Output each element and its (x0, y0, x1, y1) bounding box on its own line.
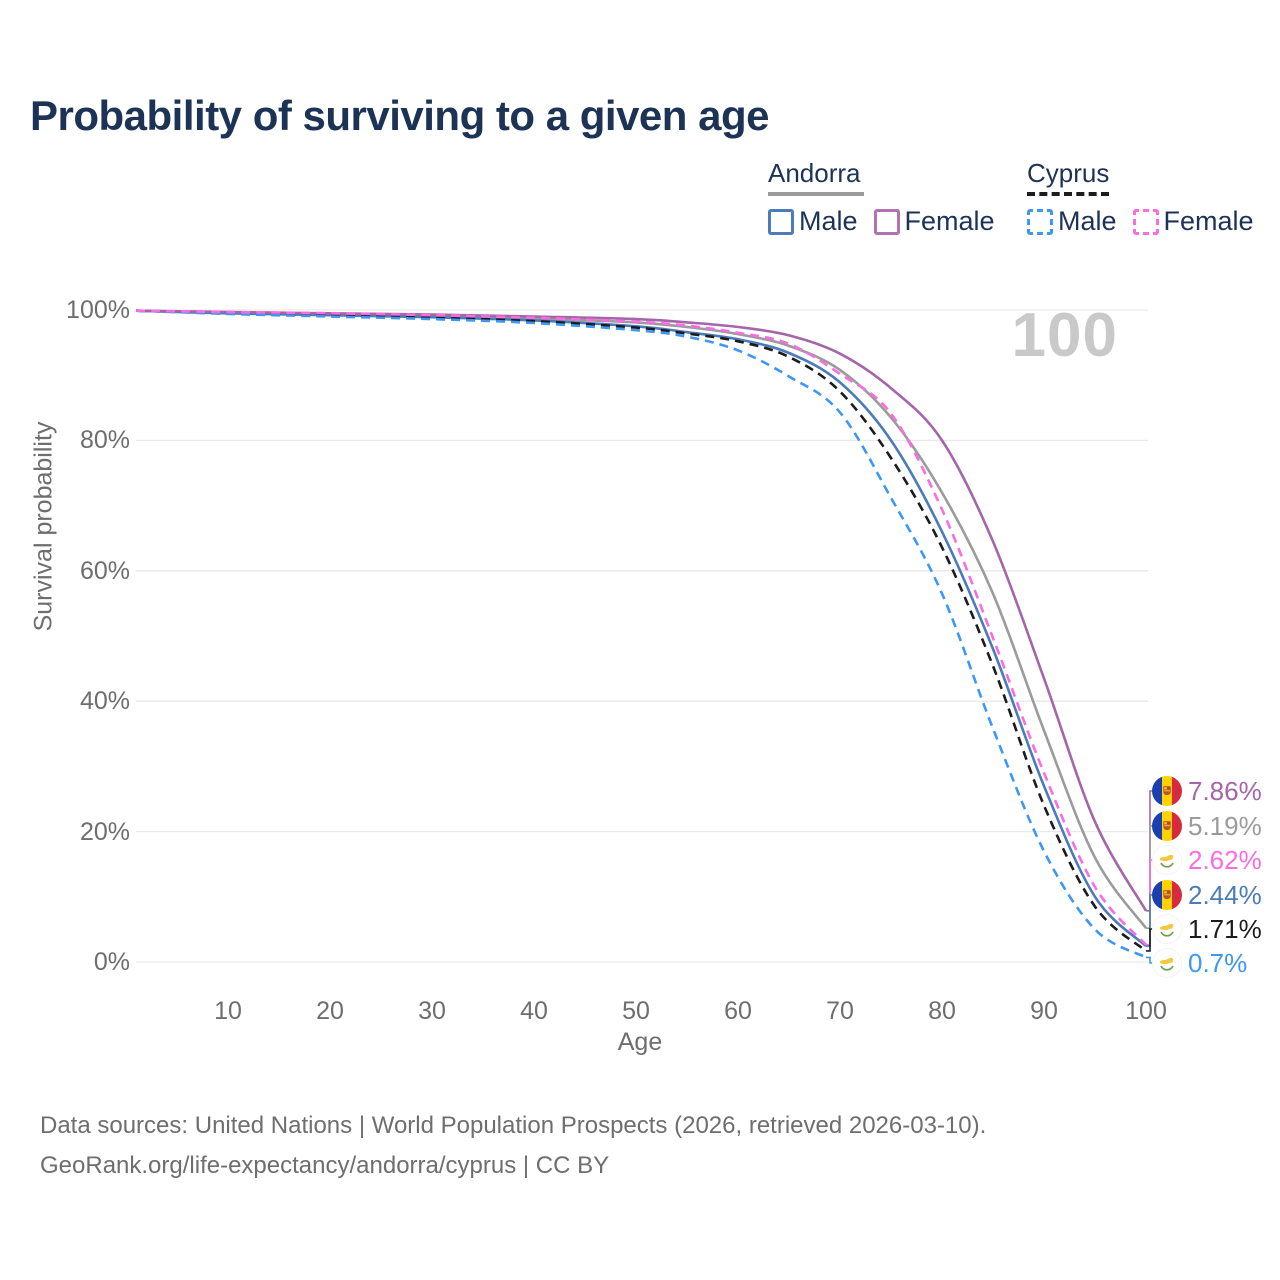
x-tick-label: 30 (418, 997, 446, 1025)
legend-swatch-andorra-female (873, 208, 900, 235)
legend-item-label: Female (1163, 206, 1254, 236)
end-label-value: 5.19% (1188, 810, 1262, 841)
x-tick-label: 20 (316, 997, 344, 1025)
curve-andorra-female[interactable] (136, 309, 1148, 912)
end-label-cyprus-male[interactable]: 0.7% (1152, 947, 1247, 979)
end-label-cyprus-female[interactable]: 2.62% (1152, 844, 1262, 876)
curve-cyprus-female[interactable] (136, 309, 1147, 946)
y-tick-label: 60% (79, 556, 130, 585)
curve-cyprus-male[interactable] (136, 309, 1147, 959)
x-tick-label: 90 (1030, 997, 1058, 1025)
cyprus-flag-icon (1152, 914, 1182, 944)
x-tick-label: 60 (724, 997, 752, 1025)
footer-url-line: GeoRank.org/life-expectancy/andorra/cypr… (40, 1152, 610, 1179)
end-label-value: 2.44% (1188, 879, 1262, 910)
x-tick-label: 80 (928, 997, 956, 1025)
y-axis-title: Survival probability (29, 421, 58, 632)
andorra-flag-icon (1152, 776, 1182, 806)
x-tick-label: 10 (214, 997, 242, 1025)
legend-country-label-cyprus: Cyprus (1027, 158, 1110, 188)
age-watermark: 100 (1011, 301, 1118, 370)
legend-swatch-cyprus-female (1132, 208, 1159, 235)
legend-item-andorra-female[interactable]: Female (873, 206, 995, 237)
end-label-andorra-male[interactable]: 2.44% (1152, 879, 1262, 911)
legend-item-cyprus-female[interactable]: Female (1132, 206, 1254, 237)
legend-group-cyprus: Cyprus Male Female (1027, 160, 1254, 237)
end-label-cyprus-total[interactable]: 1.71% (1152, 913, 1262, 945)
y-tick-label: 20% (79, 817, 130, 846)
x-tick-label: 100 (1125, 997, 1167, 1025)
end-label-value: 1.71% (1188, 913, 1262, 944)
andorra-flag-icon (1152, 811, 1182, 841)
cyprus-flag-icon (1152, 948, 1182, 978)
legend-swatch-cyprus-male (1027, 208, 1053, 235)
legend-item-label: Female (904, 206, 995, 236)
legend-item-cyprus-male[interactable]: Male (1027, 206, 1117, 237)
legend-country-label-andorra: Andorra (768, 158, 861, 188)
x-tick-label: 40 (520, 997, 548, 1025)
y-tick-label: 100% (66, 296, 130, 324)
curve-andorra-male[interactable] (136, 309, 1147, 948)
end-label-value: 2.62% (1188, 844, 1262, 875)
footer: Data sources: United Nations | World Pop… (40, 1106, 986, 1186)
legend-swatch-andorra-male (768, 208, 794, 235)
legend-group-andorra: Andorra Male Female (768, 160, 995, 237)
end-label-value: 0.7% (1188, 947, 1248, 978)
y-tick-label: 0% (93, 948, 130, 976)
legend-item-andorra-male[interactable]: Male (768, 206, 858, 237)
legend-item-label: Male (1058, 206, 1117, 236)
end-label-andorra-total[interactable]: 5.19% (1152, 810, 1262, 842)
x-axis-title: Age (617, 1028, 663, 1056)
legend-underline-cyprus-dashed (1027, 192, 1109, 196)
legend-item-label: Male (799, 206, 858, 236)
curve-andorra-total[interactable] (136, 309, 1148, 929)
andorra-flag-icon (1152, 880, 1182, 910)
end-label-andorra-female[interactable]: 7.86% (1152, 775, 1262, 807)
y-tick-label: 40% (79, 687, 130, 716)
cyprus-flag-icon (1152, 845, 1182, 875)
x-tick-label: 50 (622, 997, 650, 1025)
y-tick-label: 80% (79, 426, 130, 455)
end-label-value: 7.86% (1188, 775, 1262, 806)
legend-underline-andorra-solid (768, 192, 864, 196)
page-title: Probability of surviving to a given age (30, 92, 769, 139)
curve-cyprus-total[interactable] (136, 309, 1147, 952)
footer-source-line: Data sources: United Nations | World Pop… (40, 1112, 987, 1139)
x-tick-label: 70 (826, 997, 854, 1025)
